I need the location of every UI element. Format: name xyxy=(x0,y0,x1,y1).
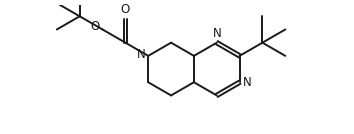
Text: N: N xyxy=(212,27,221,40)
Text: N: N xyxy=(242,76,251,89)
Text: O: O xyxy=(121,3,130,16)
Text: N: N xyxy=(136,48,145,61)
Text: O: O xyxy=(91,20,100,33)
